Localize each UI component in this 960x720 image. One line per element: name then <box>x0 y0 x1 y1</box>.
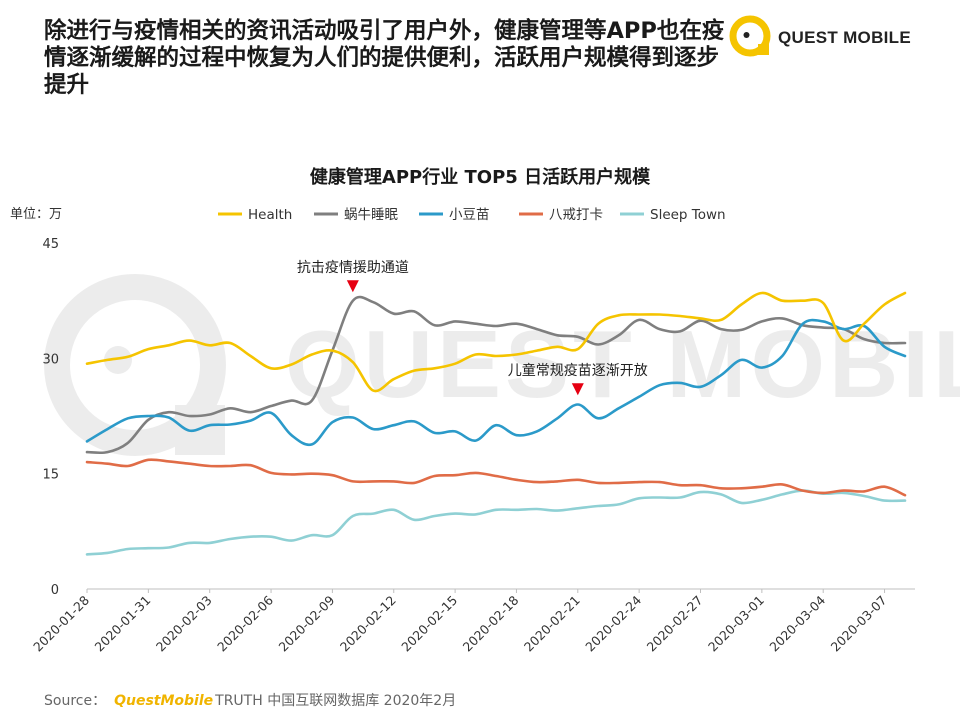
series-line-sleep-town <box>85 489 907 556</box>
annotation-marker-icon <box>346 280 359 293</box>
logo-icon <box>729 15 771 57</box>
source-brand: QuestMobile <box>114 693 214 709</box>
legend-label: Health <box>248 207 292 223</box>
x-tick-label: 2020-02-09 <box>276 592 338 654</box>
x-tick-label: 2020-02-24 <box>582 592 644 654</box>
annotation-label: 儿童常规疫苗逐渐开放 <box>508 362 648 379</box>
x-tick-label: 2020-01-31 <box>91 593 153 655</box>
source-label: Source： <box>44 693 107 709</box>
x-tick-label: 2020-03-07 <box>828 593 890 655</box>
y-tick-label: 15 <box>42 468 59 483</box>
series-layer <box>85 291 907 556</box>
x-tick-label: 2020-02-18 <box>460 592 522 654</box>
x-tick-label: 2020-02-12 <box>337 593 399 655</box>
chart-title: 健康管理APP行业 TOP5 日活跃用户规模 <box>310 166 651 188</box>
legend-label: 八戒打卡 <box>549 206 603 223</box>
x-tick-label: 2020-02-27 <box>644 593 706 655</box>
legend-label: Sleep Town <box>650 207 726 223</box>
x-tick-label: 2020-03-01 <box>705 593 767 655</box>
series-line-xiaodoumiao <box>85 318 907 447</box>
source-text: TRUTH 中国互联网数据库 2020年2月 <box>215 693 457 709</box>
x-tick-label: 2020-02-15 <box>398 593 460 655</box>
annotation-label: 抗击疫情援助通道 <box>297 260 409 276</box>
questmobile-logo: QUEST MOBILE <box>728 14 928 60</box>
y-tick-label: 0 <box>51 583 59 598</box>
legend: Health 蜗牛睡眠 小豆苗 八戒打卡 Sleep Town <box>218 206 726 223</box>
y-tick-label: 30 <box>42 352 59 367</box>
annotation-marker-icon <box>571 383 584 396</box>
source-footer: Source： QuestMobile TRUTH 中国互联网数据库 2020年2月 <box>44 690 456 710</box>
y-unit-label: 单位：万 <box>10 207 62 222</box>
x-tick-label: 2020-02-21 <box>521 593 583 655</box>
logo-text: QUEST MOBILE <box>778 28 911 47</box>
legend-label: 蜗牛睡眠 <box>344 207 398 223</box>
page-title: 除进行与疫情相关的资讯活动吸引了用户外，健康管理等APP也在疫情逐渐缓解的过程中… <box>44 18 725 98</box>
series-line-bajie-daka <box>85 458 907 497</box>
x-tick-label: 2020-03-04 <box>766 592 828 654</box>
x-tick-label: 2020-02-03 <box>153 593 215 655</box>
line-chart: 健康管理APP行业 TOP5 日活跃用户规模 单位：万 Health 蜗牛睡眠 小豆… <box>10 166 915 655</box>
series-line-snail-sleep <box>85 295 907 455</box>
y-tick-label: 45 <box>42 237 59 252</box>
x-tick-label: 2020-02-06 <box>214 592 276 654</box>
legend-label: 小豆苗 <box>449 207 490 223</box>
x-tick-label: 2020-01-28 <box>30 592 92 654</box>
series-line-health <box>85 291 907 393</box>
